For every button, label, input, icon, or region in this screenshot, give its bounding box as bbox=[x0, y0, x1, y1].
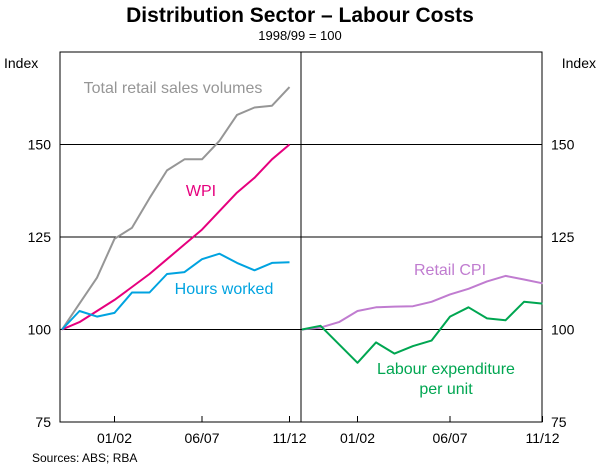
series-line-hours-worked bbox=[61, 252, 290, 331]
left-x-tick-11/12: 11/12 bbox=[273, 430, 307, 446]
series-line-retail-cpi bbox=[301, 274, 543, 331]
y-tick-left-150: 150 bbox=[28, 137, 52, 153]
y-tick-right-75: 75 bbox=[551, 414, 567, 430]
chart-title: Distribution Sector – Labour Costs bbox=[126, 4, 474, 27]
annotation-wpi: WPI bbox=[186, 183, 216, 200]
series-line-total-retail-sales-volumes bbox=[61, 86, 291, 331]
series-line-labour-expenditure-per-unit bbox=[301, 300, 543, 364]
right-x-tick-11/12: 11/12 bbox=[526, 430, 560, 446]
left-x-tick-06/07: 06/07 bbox=[184, 430, 219, 446]
right-x-tick-01/02: 01/02 bbox=[340, 430, 375, 446]
left-x-tick-01/02: 01/02 bbox=[97, 430, 132, 446]
annotation-hours-worked: Hours worked bbox=[175, 281, 274, 298]
y-tick-right-150: 150 bbox=[551, 137, 575, 153]
series-lines bbox=[61, 86, 543, 364]
source-note: Sources: ABS; RBA bbox=[32, 451, 137, 465]
right-axis-unit: Index bbox=[562, 55, 596, 71]
annotation-total-retail-sales-volumes: Total retail sales volumes bbox=[84, 80, 263, 97]
right-x-tick-06/07: 06/07 bbox=[432, 430, 467, 446]
annotation-retail-cpi: Retail CPI bbox=[414, 262, 486, 279]
y-tick-right-100: 100 bbox=[551, 322, 575, 338]
y-tick-labels: 75 75 100 100 125 125 150 150 bbox=[28, 137, 575, 431]
series-annotations: Total retail sales volumes WPI Hours worke… bbox=[84, 80, 515, 398]
chart-subtitle: 1998/99 = 100 bbox=[258, 28, 342, 43]
annotation-labour-expenditure-per-unit-line-2: per unit bbox=[419, 381, 473, 398]
y-tick-left-75: 75 bbox=[35, 414, 51, 430]
x-tick-labels: 01/02 06/07 11/12 01/02 06/07 11/12 bbox=[97, 416, 560, 446]
gridlines bbox=[60, 144, 542, 330]
series-line-wpi bbox=[61, 143, 291, 331]
left-axis-unit: Index bbox=[4, 55, 38, 71]
y-tick-right-125: 125 bbox=[551, 229, 575, 245]
y-tick-left-100: 100 bbox=[28, 322, 52, 338]
y-tick-left-125: 125 bbox=[28, 229, 52, 245]
annotation-labour-expenditure-per-unit-line-1: Labour expenditure bbox=[377, 361, 515, 378]
